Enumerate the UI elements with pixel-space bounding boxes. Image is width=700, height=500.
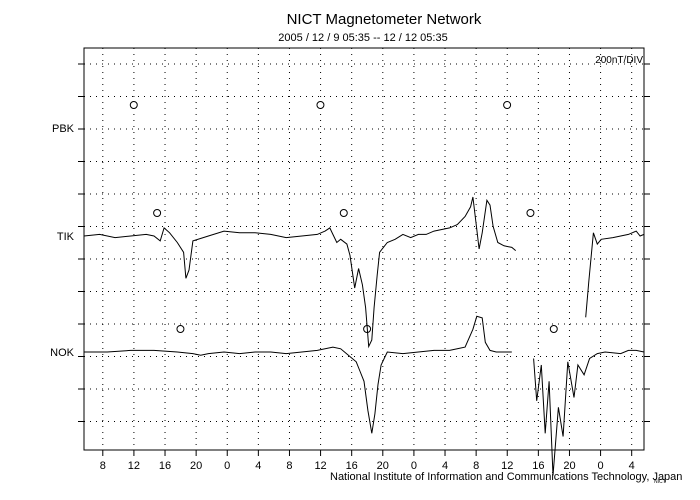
x-tick-label: 0	[411, 460, 417, 472]
station-labels: PBK TIK NOK	[50, 123, 75, 359]
x-tick-labels: 8 12 16 20 0 4 8 12 16 20 0 4 8 12 16 20 0 4	[100, 460, 635, 472]
trace-nok	[84, 315, 512, 434]
x-tick-label: 20	[190, 460, 202, 472]
x-tick-label: 8	[100, 460, 106, 472]
trace-tik	[83, 196, 517, 349]
noon-marker	[316, 101, 325, 109]
x-tick-label: 16	[159, 460, 171, 472]
credit-mark: NICT	[654, 479, 666, 485]
x-tick-label: 12	[128, 460, 140, 472]
trace-nok	[533, 349, 645, 476]
x-tick-label: 12	[314, 460, 326, 472]
x-tick-label: 4	[442, 460, 448, 472]
credit-text: National Institute of Information and Co…	[330, 471, 683, 483]
x-tick-label: 16	[532, 460, 544, 472]
x-tick-label: 12	[501, 460, 513, 472]
station-label-pbk: PBK	[52, 123, 75, 135]
x-tick-label: 4	[629, 460, 635, 472]
station-traces	[83, 196, 645, 476]
noon-marker	[153, 209, 162, 217]
chart-subtitle: 2005 / 12 / 9 05:35 -- 12 / 12 05:35	[278, 32, 448, 44]
noon-marker	[526, 209, 535, 217]
x-tick-label: 8	[473, 460, 479, 472]
x-tick-label: 20	[377, 460, 389, 472]
x-tick-label: 8	[286, 460, 292, 472]
noon-markers	[129, 101, 558, 333]
station-label-tik: TIK	[57, 231, 75, 243]
noon-marker	[129, 101, 138, 109]
x-tick-label: 0	[598, 460, 604, 472]
plot-frame	[83, 47, 645, 451]
x-tick-label: 20	[563, 460, 575, 472]
noon-marker	[503, 101, 512, 109]
axis-ticks	[78, 63, 650, 456]
trace-tik	[585, 230, 645, 318]
x-tick-label: 0	[224, 460, 230, 472]
noon-marker	[176, 325, 185, 333]
x-tick-label: 16	[346, 460, 358, 472]
station-label-nok: NOK	[50, 347, 75, 359]
noon-marker	[339, 209, 348, 217]
scale-label: 200nT/DIV	[595, 55, 643, 66]
noon-marker	[549, 325, 558, 333]
grid	[84, 48, 644, 450]
x-tick-label: 4	[255, 460, 261, 472]
chart-title: NICT Magnetometer Network	[286, 11, 482, 28]
